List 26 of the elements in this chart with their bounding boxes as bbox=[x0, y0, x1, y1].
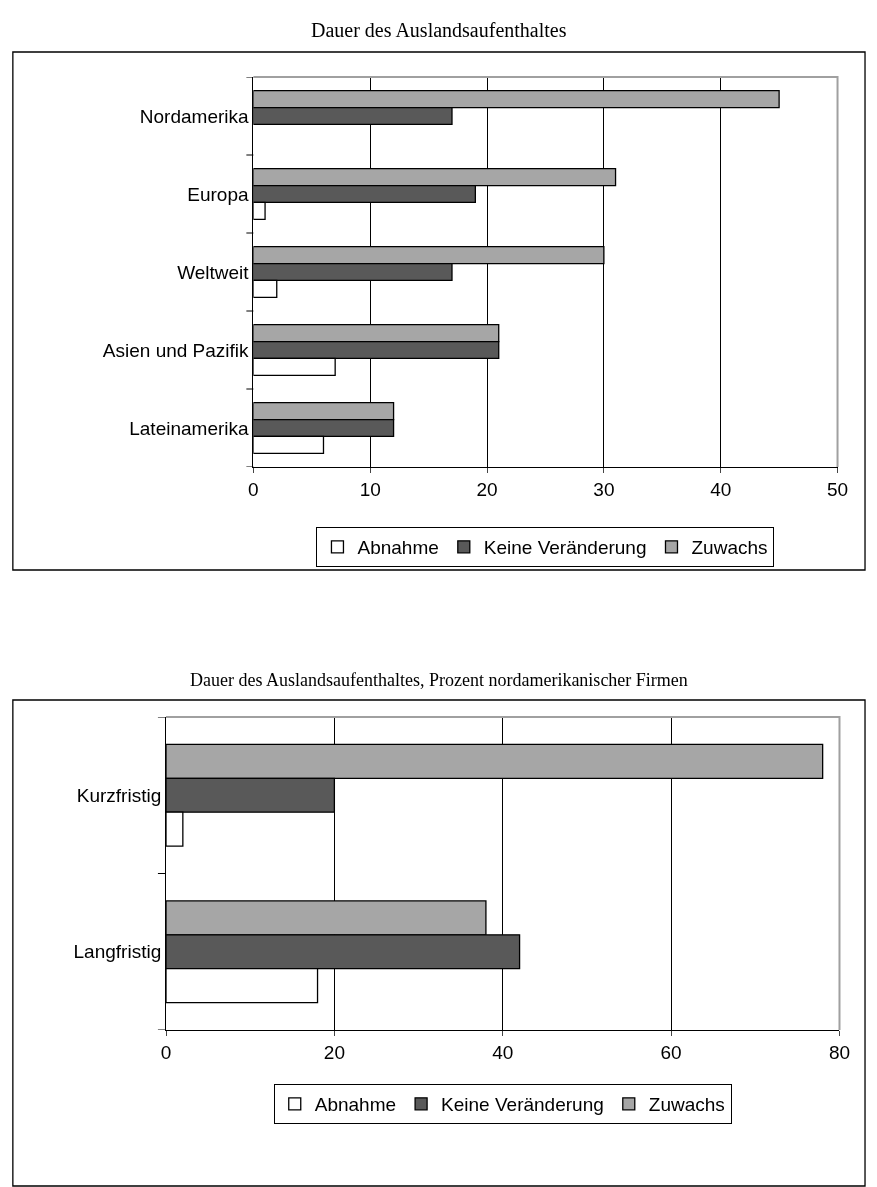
legend-label: Abnahme bbox=[314, 1094, 397, 1116]
legend-label: Abnahme bbox=[357, 537, 439, 559]
legend-label: Zuwachs bbox=[691, 537, 768, 559]
y-tick-label: Europa bbox=[187, 183, 249, 205]
x-tick-label: 60 bbox=[660, 1041, 682, 1063]
x-tick-label: 0 bbox=[160, 1041, 172, 1063]
legend-label: Keine Veränderung bbox=[441, 1094, 604, 1116]
x-tick-label: 0 bbox=[248, 478, 259, 500]
y-tick-label: Asien und Pazifik bbox=[102, 339, 250, 361]
x-tick-label: 40 bbox=[492, 1041, 514, 1063]
x-tick-label: 80 bbox=[828, 1041, 851, 1063]
y-tick-label: Lateinamerika bbox=[129, 417, 250, 439]
x-tick-label: 10 bbox=[359, 478, 381, 500]
x-tick-label: 40 bbox=[710, 478, 732, 500]
x-tick-label: 30 bbox=[593, 478, 615, 500]
chart-title: Dauer des Auslandsaufenthaltes bbox=[311, 19, 567, 41]
legend-label: Zuwachs bbox=[648, 1094, 725, 1116]
chart-title: Dauer des Auslandsaufenthaltes, Prozent nordamerikanischer Firmen bbox=[190, 670, 688, 690]
x-tick-label: 20 bbox=[476, 478, 498, 500]
y-tick-label: Kurzfristig bbox=[76, 784, 162, 806]
y-tick-label: Langfristig bbox=[73, 941, 162, 963]
x-tick-label: 20 bbox=[323, 1041, 345, 1063]
legend-label: Keine Veränderung bbox=[483, 537, 647, 559]
x-tick-label: 50 bbox=[826, 478, 849, 500]
y-tick-label: Weltweit bbox=[177, 261, 250, 283]
y-tick-label: Nordamerika bbox=[139, 105, 250, 127]
